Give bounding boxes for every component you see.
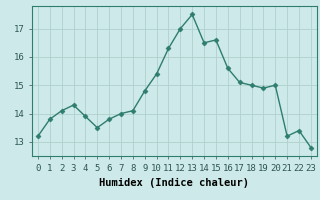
X-axis label: Humidex (Indice chaleur): Humidex (Indice chaleur) <box>100 178 249 188</box>
